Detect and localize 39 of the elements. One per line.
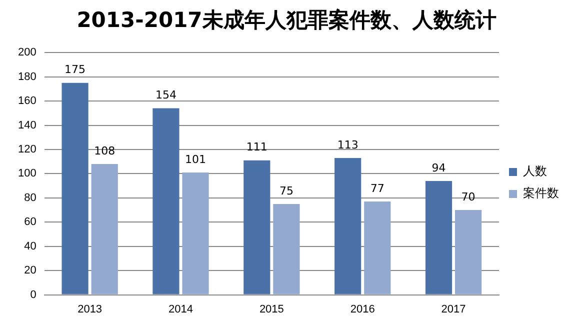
bar — [244, 160, 270, 294]
data-label: 175 — [64, 63, 86, 76]
y-tick-label: 40 — [24, 240, 36, 252]
y-tick-label: 120 — [18, 144, 36, 156]
y-tick-label: 20 — [24, 264, 36, 277]
bar — [455, 210, 482, 294]
data-label: 101 — [185, 152, 206, 166]
chart-title: 2013-2017未成年人犯罪案件数、人数统计 — [76, 7, 498, 34]
data-label: 111 — [246, 140, 268, 154]
y-tick-label: 80 — [24, 192, 36, 204]
x-tick-label: 2015 — [259, 303, 284, 316]
data-label: 113 — [337, 138, 358, 152]
y-tick-label: 180 — [18, 70, 36, 83]
bar — [273, 204, 300, 294]
legend-label: 案件数 — [523, 186, 559, 200]
data-label: 154 — [155, 88, 176, 102]
legend-label: 人数 — [523, 164, 547, 178]
y-tick-label: 100 — [18, 168, 36, 180]
y-tick-label: 60 — [24, 216, 36, 228]
y-tick-label: 200 — [18, 46, 36, 59]
x-tick-label: 2014 — [168, 303, 193, 316]
data-label: 70 — [461, 190, 476, 204]
data-label: 75 — [279, 184, 294, 198]
y-tick-label: 160 — [18, 95, 36, 108]
bar — [425, 180, 452, 294]
bar — [182, 172, 209, 294]
y-tick-label: 140 — [18, 119, 36, 132]
y-tick-label: 0 — [30, 288, 36, 301]
data-label: 77 — [370, 182, 384, 195]
bar — [91, 164, 118, 294]
x-tick-label: 2013 — [78, 303, 102, 316]
x-tick-label: 2016 — [350, 303, 375, 316]
x-tick-label: 2017 — [441, 303, 466, 316]
bar — [152, 108, 180, 294]
bar — [364, 202, 391, 294]
data-label: 108 — [94, 144, 116, 158]
data-label: 94 — [432, 161, 446, 174]
bar — [334, 158, 362, 294]
bar — [62, 82, 88, 294]
